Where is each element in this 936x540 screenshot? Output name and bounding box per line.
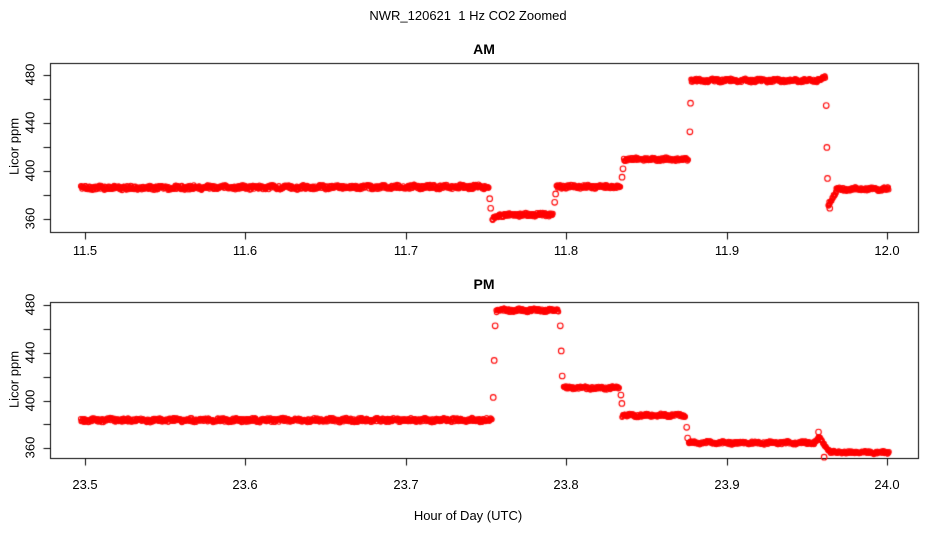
x-tick-label: 11.9 bbox=[714, 243, 740, 258]
y-tick-label: 480 bbox=[22, 293, 38, 316]
y-tick-label: 480 bbox=[22, 63, 38, 86]
panel-title-am: AM bbox=[473, 41, 495, 57]
x-tick-label: 11.7 bbox=[393, 243, 419, 258]
y-tick-label: 440 bbox=[22, 341, 38, 364]
y-tick-label: 400 bbox=[22, 389, 38, 412]
y-tick-label: 360 bbox=[22, 207, 38, 230]
x-tick-label: 12.0 bbox=[874, 243, 900, 258]
x-axis-label: Hour of Day (UTC) bbox=[413, 508, 523, 523]
chart-title: NWR_120621 1 Hz CO2 Zoomed bbox=[369, 8, 567, 23]
x-tick-label: 11.5 bbox=[72, 243, 98, 258]
y-tick-label: 400 bbox=[22, 159, 38, 182]
x-tick-label: 23.5 bbox=[72, 477, 98, 492]
y-axis-label-am: Licor ppm bbox=[6, 117, 22, 176]
y-axis-label-pm: Licor ppm bbox=[6, 350, 22, 409]
x-tick-label: 23.7 bbox=[393, 477, 419, 492]
x-tick-label: 11.8 bbox=[553, 243, 579, 258]
x-tick-label: 11.6 bbox=[232, 243, 258, 258]
panel-title-pm: PM bbox=[473, 276, 495, 292]
y-tick-label: 440 bbox=[22, 111, 38, 134]
x-tick-label: 24.0 bbox=[874, 477, 900, 492]
x-tick-label: 23.6 bbox=[232, 477, 258, 492]
x-tick-label: 23.8 bbox=[553, 477, 579, 492]
x-tick-label: 23.9 bbox=[714, 477, 740, 492]
y-tick-label: 360 bbox=[22, 436, 38, 459]
